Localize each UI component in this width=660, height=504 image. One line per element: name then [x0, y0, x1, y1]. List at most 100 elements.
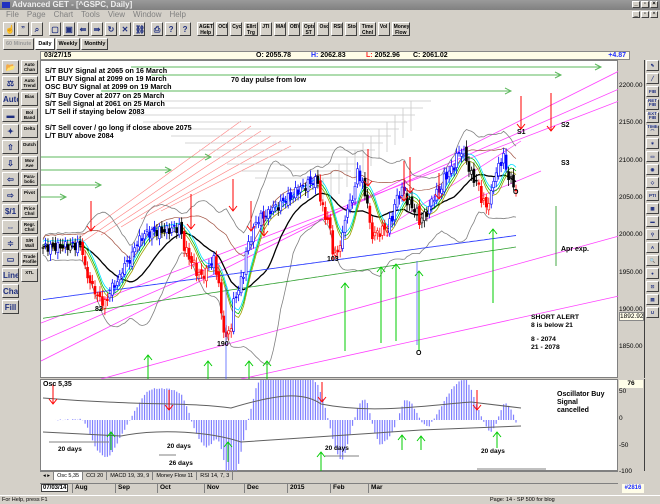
study-tool-xtl[interactable]: XTL	[21, 268, 38, 282]
study-button-jti[interactable]: JTI	[259, 22, 272, 36]
chart-tool-icon[interactable]: ▤	[646, 294, 659, 305]
chart-tool-icon[interactable]: ▬	[646, 216, 659, 227]
chart-tool-icon[interactable]: ◇	[646, 177, 659, 188]
help-icon[interactable]: ?	[165, 22, 178, 36]
drawing-tool-icon[interactable]: ▭	[2, 252, 19, 266]
study-tool-mov-ave[interactable]: Mov Ave	[21, 156, 38, 170]
study-button-aget-help[interactable]: AGET Help	[197, 22, 215, 36]
drawing-tool-icon[interactable]: ⇩	[2, 156, 19, 170]
tab-rsi[interactable]: RSI 14, 7, 3	[197, 472, 234, 480]
drawing-tool-icon[interactable]: $/1	[2, 204, 19, 218]
close-button[interactable]: ×	[650, 1, 658, 8]
period-tab-60-minute[interactable]: 60 Minute	[3, 38, 35, 50]
forward-icon[interactable]: ⇛	[91, 22, 104, 36]
chart-tool-icon[interactable]: ⚲	[646, 229, 659, 240]
study-button-vol[interactable]: Vol	[377, 22, 390, 36]
study-tool-trade-profile[interactable]: Trade Profile	[21, 252, 38, 266]
child-restore-button[interactable]: ▫	[641, 11, 649, 18]
menu-window[interactable]: Window	[133, 10, 162, 19]
chart-tool-icon[interactable]: ▭	[646, 151, 659, 162]
restore-button[interactable]: ▫	[641, 1, 649, 8]
drawing-tool-icon[interactable]: ✦	[2, 124, 19, 138]
chart-tool-icon[interactable]: FIB TIME	[646, 112, 659, 129]
chart-tool-icon[interactable]: ╱	[646, 73, 659, 84]
drawing-tool-icon[interactable]: Fill	[2, 300, 19, 314]
chart-tool-icon[interactable]: ▦	[646, 203, 659, 214]
crosshair-icon[interactable]: ✕	[119, 22, 132, 36]
hand-icon[interactable]: ☝	[3, 22, 15, 36]
tab-macd[interactable]: MACD 19, 39, 9	[107, 472, 154, 480]
chart-tool-icon[interactable]: A	[646, 242, 659, 253]
study-tool-auto-chan[interactable]: Auto Chan	[21, 60, 38, 74]
study-tool-price-chnl[interactable]: Price Chnl	[21, 204, 38, 218]
drawing-tool-icon[interactable]: Line	[2, 268, 19, 282]
menu-file[interactable]: File	[6, 10, 19, 19]
chart-tool-icon[interactable]: PTI	[646, 190, 659, 201]
menu-help[interactable]: Help	[169, 10, 186, 19]
menu-view[interactable]: View	[107, 10, 126, 19]
menu-page[interactable]: Page	[26, 10, 46, 19]
child-minimize-button[interactable]: _	[632, 11, 640, 18]
chart-tool-icon[interactable]: ◠	[646, 125, 659, 136]
back-icon[interactable]: ⇚	[77, 22, 90, 36]
period-tab-monthly[interactable]: Monthly	[81, 38, 109, 50]
chart-tool-icon[interactable]: FIB EXT	[646, 99, 659, 116]
search-icon[interactable]: ⌕	[31, 22, 43, 36]
study-button-macd[interactable]: MACD	[273, 22, 286, 36]
save-icon[interactable]: ▣	[63, 22, 76, 36]
drawing-tool-icon[interactable]: ≑	[2, 236, 19, 250]
chart-tool-icon[interactable]: ✶	[646, 138, 659, 149]
drawing-tool-icon[interactable]: Chan	[2, 284, 19, 298]
study-button-stock[interactable]: Stock	[345, 22, 358, 36]
drawing-tool-icon[interactable]: Auto	[2, 92, 19, 106]
study-button-rsi[interactable]: RSI	[331, 22, 344, 36]
minimize-button[interactable]: _	[632, 1, 640, 8]
link-icon[interactable]: ⛓	[133, 22, 146, 36]
new-icon[interactable]: ▢	[49, 22, 62, 36]
period-tab-daily[interactable]: Daily	[35, 38, 55, 50]
study-tool-delta[interactable]: Delta	[21, 124, 38, 138]
study-button-ellrt-trg[interactable]: Ellrt Trg	[244, 22, 258, 36]
study-button-osc[interactable]: Osc	[317, 22, 330, 36]
study-tool-pivot[interactable]: Pivot	[21, 188, 38, 202]
menu-tools[interactable]: Tools	[81, 10, 100, 19]
study-tool-s-r-wall[interactable]: S/R Wall	[21, 236, 38, 250]
study-button-obv[interactable]: OBV	[287, 22, 300, 36]
tab-scroll-arrows[interactable]: ◂ ▸	[40, 472, 55, 480]
date-axis[interactable]: 07/03/14 Aug Sep Oct Nov Dec 2015 Feb Mar	[40, 483, 618, 493]
period-tab-weekly[interactable]: Weekly	[55, 38, 81, 50]
tab-cci[interactable]: CCI 20	[83, 472, 108, 480]
chart-tool-icon[interactable]: 🔍	[646, 255, 659, 266]
oscillator-panel[interactable]: Osc 5,35 Oscillator Buy Signal cancelled …	[40, 379, 618, 473]
chart-tool-icon[interactable]: ◉	[646, 164, 659, 175]
study-tool-bias[interactable]: Bias	[21, 92, 38, 106]
menu-chart[interactable]: Chart	[53, 10, 74, 19]
study-tool-para-bolic[interactable]: Para-bolic	[21, 172, 38, 186]
print-icon[interactable]: ⎙	[151, 22, 164, 36]
tab-money-flow[interactable]: Money Flow 11	[153, 472, 198, 480]
drawing-tool-icon[interactable]: ⇦	[2, 172, 19, 186]
chart-tool-icon[interactable]: ●	[646, 268, 659, 279]
study-button-cycles[interactable]: Cycles	[230, 22, 243, 36]
drawing-tool-icon[interactable]: ⚖	[2, 76, 19, 90]
drawing-tool-icon[interactable]: ▬	[2, 108, 19, 122]
chart-tool-icon[interactable]: ⊡	[646, 281, 659, 292]
chart-tool-icon[interactable]: ✎	[646, 60, 659, 71]
study-tool-dutch[interactable]: Dutch	[21, 140, 38, 154]
tab-osc[interactable]: Osc 5,35	[54, 472, 84, 480]
chart-tool-icon[interactable]: U	[646, 307, 659, 318]
price-chart[interactable]: S/T BUY Signal at 2065 on 16 March L/T B…	[40, 60, 620, 380]
study-button-oci[interactable]: OCI	[216, 22, 229, 36]
study-tool-bol-band[interactable]: Bol Band	[21, 108, 38, 122]
drawing-tool-icon[interactable]: 📂	[2, 60, 19, 74]
drawing-tool-icon[interactable]: ⇧	[2, 140, 19, 154]
price-axis[interactable]: 2200.00 2150.00 2100.00 2050.00 2000.00 1950.…	[618, 60, 645, 378]
drawing-tool-icon[interactable]: ⇨	[2, 188, 19, 202]
refresh-icon[interactable]: ↻	[105, 22, 118, 36]
study-tool-auto-trend[interactable]: Auto Trend	[21, 76, 38, 90]
drawing-tool-icon[interactable]: ⇔	[2, 220, 19, 234]
quote-icon[interactable]: ”	[17, 22, 29, 36]
study-button-time-chnl[interactable]: Time Chnl	[359, 22, 376, 36]
study-button-money-flow[interactable]: Money Flow	[391, 22, 411, 36]
context-help-icon[interactable]: ?	[179, 22, 192, 36]
